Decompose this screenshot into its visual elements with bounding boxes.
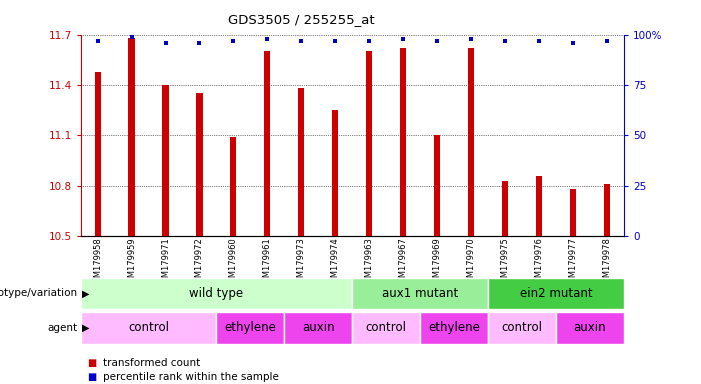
Text: ein2 mutant: ein2 mutant	[519, 287, 592, 300]
Bar	[128, 38, 135, 236]
Text: wild type: wild type	[189, 287, 243, 300]
Point	[397, 36, 409, 42]
Text: percentile rank within the sample: percentile rank within the sample	[103, 372, 279, 382]
Bar	[163, 85, 168, 236]
Bar	[366, 51, 372, 236]
Text: auxin: auxin	[302, 321, 334, 334]
Text: auxin: auxin	[573, 321, 606, 334]
Point	[329, 38, 341, 44]
Bar	[468, 48, 474, 236]
Text: ▶: ▶	[82, 323, 90, 333]
Bar	[604, 184, 610, 236]
Text: ethylene: ethylene	[224, 321, 276, 334]
Text: control: control	[501, 321, 543, 334]
Text: aux1 mutant: aux1 mutant	[382, 287, 458, 300]
Text: ethylene: ethylene	[428, 321, 480, 334]
Text: ▶: ▶	[82, 288, 90, 298]
Point	[364, 38, 375, 44]
Bar	[298, 88, 304, 236]
Point	[126, 33, 137, 40]
Bar	[434, 135, 440, 236]
Text: control: control	[128, 321, 169, 334]
Bar	[332, 110, 339, 236]
Text: transformed count: transformed count	[103, 358, 200, 368]
Bar	[570, 189, 576, 236]
Bar	[285, 312, 353, 344]
Point	[567, 40, 578, 46]
Bar	[488, 278, 624, 309]
Bar	[400, 48, 407, 236]
Bar	[420, 312, 488, 344]
Point	[296, 38, 307, 44]
Text: GDS3505 / 255255_at: GDS3505 / 255255_at	[228, 13, 375, 26]
Bar	[264, 51, 271, 236]
Text: ■: ■	[88, 372, 97, 382]
Point	[228, 38, 239, 44]
Bar	[502, 181, 508, 236]
Bar	[353, 312, 420, 344]
Text: control: control	[366, 321, 407, 334]
Bar	[231, 137, 236, 236]
Point	[499, 38, 510, 44]
Point	[160, 40, 171, 46]
Bar	[488, 312, 556, 344]
Bar	[217, 312, 285, 344]
Bar	[353, 278, 488, 309]
Bar	[536, 175, 542, 236]
Point	[533, 38, 545, 44]
Point	[261, 36, 273, 42]
Bar	[196, 93, 203, 236]
Point	[601, 38, 613, 44]
Text: agent: agent	[47, 323, 77, 333]
Point	[465, 36, 477, 42]
Text: genotype/variation: genotype/variation	[0, 288, 77, 298]
Point	[194, 40, 205, 46]
Bar	[81, 312, 217, 344]
Text: ■: ■	[88, 358, 97, 368]
Bar	[95, 71, 101, 236]
Point	[92, 38, 103, 44]
Point	[432, 38, 443, 44]
Bar	[81, 278, 353, 309]
Bar	[556, 312, 624, 344]
